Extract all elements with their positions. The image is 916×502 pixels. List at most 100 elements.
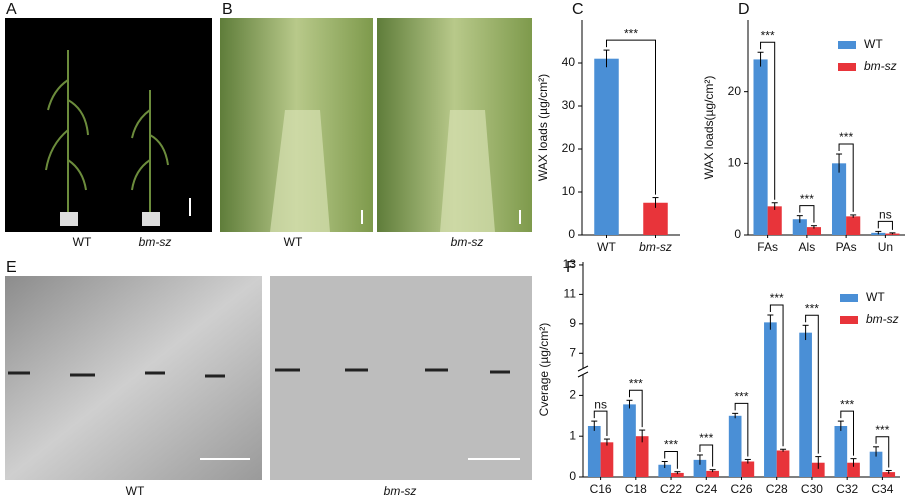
bar — [600, 442, 614, 477]
significance-bracket — [734, 402, 749, 457]
significance-bracket — [593, 410, 608, 437]
significance-label: *** — [624, 26, 638, 40]
y-tick-label: 0 — [734, 227, 741, 241]
significance-label: *** — [629, 376, 643, 390]
x-tick-label: PAs — [836, 240, 857, 254]
x-tick-label: Un — [878, 240, 893, 254]
y-axis-label: WAX loads (µg/cm²) — [536, 74, 550, 181]
significance-label: *** — [839, 130, 853, 144]
significance-bracket — [877, 220, 893, 230]
x-tick-label: C28 — [766, 482, 788, 496]
significance-label: *** — [805, 301, 819, 315]
y-tick-label: 0 — [569, 469, 576, 483]
significance-label: ns — [594, 397, 607, 411]
y-tick-label: 13 — [563, 257, 577, 271]
y-axis-label: WAX loads(µg/cm²) — [702, 76, 716, 180]
photo-plants — [5, 18, 212, 232]
legend-swatch — [838, 41, 856, 49]
legend-label: bm-sz — [864, 59, 897, 73]
bar — [753, 59, 768, 235]
significance-label: *** — [800, 192, 814, 206]
bar — [846, 216, 861, 235]
legend-label: WT — [864, 37, 883, 51]
x-tick-label: C24 — [695, 482, 717, 496]
bar — [671, 472, 684, 477]
x-tick-label: WT — [597, 240, 616, 254]
x-tick-label: C32 — [836, 482, 858, 496]
bar — [693, 459, 707, 477]
significance-label: *** — [761, 28, 775, 42]
bar — [882, 472, 896, 477]
bar — [587, 426, 601, 477]
y-tick-label: 9 — [569, 316, 576, 330]
significance-bracket — [664, 450, 678, 469]
bar — [776, 450, 790, 477]
bar — [635, 436, 649, 477]
bar — [658, 464, 672, 477]
bar — [847, 462, 860, 477]
significance-label: *** — [770, 291, 784, 305]
bar — [706, 470, 719, 477]
y-tick-label: 11 — [564, 287, 577, 301]
significance-bracket — [840, 410, 855, 456]
panel-letter: C — [572, 1, 584, 18]
y-tick-label: 20 — [728, 84, 742, 98]
significance-bracket — [606, 39, 656, 195]
significance-bracket — [628, 389, 643, 428]
y-axis-label: Cverage (µg/cm²) — [537, 323, 551, 417]
bar — [869, 451, 883, 477]
y-tick-label: 2 — [569, 388, 576, 402]
x-tick-label: C34 — [871, 482, 893, 496]
x-tick-label: bm-sz — [639, 240, 672, 254]
photo-sem — [5, 276, 262, 480]
x-tick-label: C30 — [801, 482, 823, 496]
x-tick-label: C26 — [730, 482, 752, 496]
panel-letter: E — [6, 259, 17, 276]
y-tick-label: 30 — [562, 98, 576, 112]
x-tick-label: Als — [799, 240, 816, 254]
legend-label: WT — [866, 290, 885, 304]
axis-break — [577, 371, 589, 378]
caption: WT — [284, 235, 303, 249]
y-tick-label: 1 — [569, 428, 576, 442]
y-tick-label: 10 — [728, 156, 742, 170]
panel-letter: D — [738, 1, 750, 18]
y-tick-label: 40 — [562, 55, 576, 69]
bar — [623, 404, 636, 477]
bar — [767, 206, 782, 235]
significance-label: ns — [879, 208, 892, 222]
significance-bracket — [799, 205, 815, 223]
bar — [728, 415, 742, 477]
significance-label: *** — [699, 431, 713, 445]
y-tick-label: 20 — [562, 141, 576, 155]
bar — [594, 58, 619, 236]
significance-bracket — [769, 304, 784, 447]
bar — [764, 322, 777, 477]
legend-label: bm-sz — [866, 312, 899, 326]
photo-sem — [270, 276, 532, 480]
significance-bracket — [838, 143, 854, 212]
significance-label: *** — [840, 397, 854, 411]
bar — [831, 163, 847, 235]
caption: WT — [126, 484, 145, 498]
legend-swatch — [840, 294, 858, 302]
bar — [792, 219, 807, 235]
significance-label: *** — [734, 390, 748, 404]
pot — [60, 212, 78, 226]
panel-letter: B — [222, 1, 233, 18]
caption: bm-sz — [139, 235, 172, 249]
panel-letter: A — [6, 1, 17, 18]
caption: WT — [73, 235, 92, 249]
significance-label: *** — [664, 438, 678, 452]
bar — [806, 227, 822, 235]
axis-break — [577, 365, 589, 372]
significance-bracket — [875, 436, 890, 468]
plant-drawing — [45, 50, 169, 215]
bar — [834, 426, 848, 477]
bar — [643, 202, 668, 235]
y-tick-label: 10 — [562, 184, 576, 198]
legend-swatch — [838, 63, 856, 71]
x-tick-label: C16 — [590, 482, 612, 496]
